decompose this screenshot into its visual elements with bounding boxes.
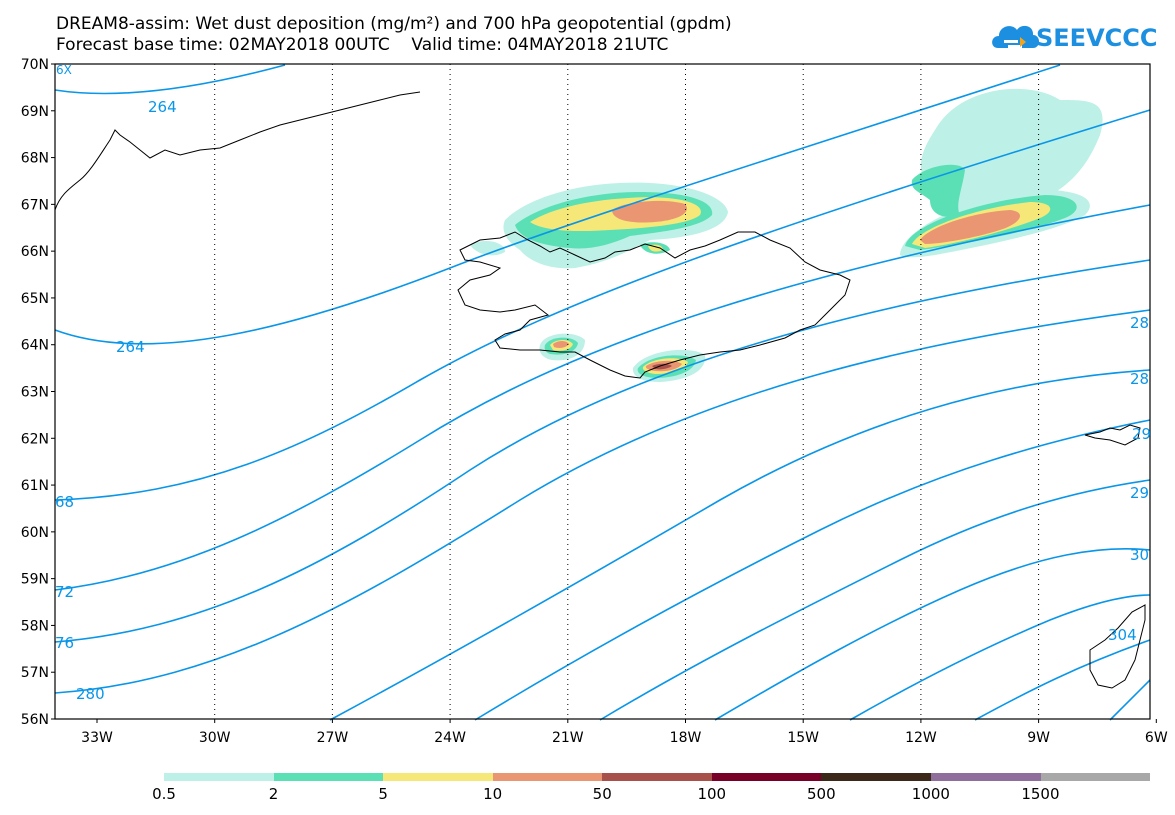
lat-label: 68N (21, 151, 49, 167)
lon-label: 6W (1145, 730, 1168, 746)
contour-label: 72 (55, 583, 74, 601)
lat-label: 63N (21, 385, 49, 401)
lat-label: 62N (21, 431, 49, 447)
lat-label: 56N (21, 712, 49, 728)
contour-labels: 264 264 68 72 76 280 28 28 29 29 30 304 … (55, 63, 1151, 703)
contour-label: 76 (55, 634, 74, 652)
dust-field-north (900, 88, 1103, 258)
legend-label: 500 (807, 785, 836, 803)
lat-label: 60N (21, 525, 49, 541)
latitude-labels: 70N 69N 68N 67N 66N 65N 64N 63N 62N 61N 60N 59N 58N 5… (21, 57, 55, 728)
lon-label: 21W (552, 730, 584, 746)
lon-label: 30W (199, 730, 231, 746)
lat-label: 59N (21, 572, 49, 588)
legend-label: 0.5 (152, 785, 176, 803)
contour-label: 304 (1108, 626, 1137, 644)
legend-swatch (164, 773, 274, 781)
logo-text: SEEVCCC (1036, 24, 1158, 52)
legend-swatch (383, 773, 493, 781)
seevccc-logo: SEEVCCC (990, 18, 1160, 58)
lat-label: 70N (21, 57, 49, 73)
legend-label: 1000 (911, 785, 950, 803)
coastline (54, 91, 1146, 689)
legend-label: 5 (378, 785, 388, 803)
lon-label: 27W (317, 730, 349, 746)
contour-label: 264 (148, 98, 177, 116)
color-legend (164, 773, 1151, 781)
lat-label: 57N (21, 665, 49, 681)
lat-label: 67N (21, 197, 49, 213)
legend-label: 100 (697, 785, 727, 803)
chart-title: DREAM8-assim: Wet dust deposition (mg/m²… (56, 14, 732, 34)
lat-label: 58N (21, 618, 49, 634)
lon-label: 9W (1027, 730, 1050, 746)
legend-label: 1500 (1021, 785, 1060, 803)
geopotential-contours (54, 64, 1151, 721)
legend-swatch (711, 773, 822, 781)
lon-label: 24W (434, 730, 466, 746)
lon-label: 33W (81, 730, 113, 746)
contour-label: 29 (1132, 425, 1151, 443)
legend-swatch (492, 773, 603, 781)
lon-label: 15W (787, 730, 819, 746)
contour-label: 6X (56, 63, 72, 77)
grid (214, 64, 1040, 719)
longitude-labels: 33W 30W 27W 24W 21W 18W 15W 12W 9W 6W (81, 719, 1168, 746)
lat-label: 65N (21, 291, 49, 307)
contour-label: 68 (55, 493, 74, 511)
lat-label: 69N (21, 104, 49, 120)
contour-label: 280 (76, 685, 105, 703)
legend-swatch (602, 773, 712, 781)
lat-label: 64N (21, 338, 49, 354)
legend-swatch (273, 773, 384, 781)
contour-label: 29 (1130, 484, 1149, 502)
lat-label: 66N (21, 244, 49, 260)
lon-label: 12W (905, 730, 937, 746)
lon-label: 18W (670, 730, 702, 746)
cloud-icon (992, 25, 1039, 48)
contour-label: 28 (1130, 370, 1149, 388)
legend-label: 10 (483, 785, 503, 803)
legend-swatch (821, 773, 931, 781)
contour-label: 30 (1130, 546, 1149, 564)
lat-label: 61N (21, 478, 49, 494)
contour-label: 28 (1130, 314, 1149, 332)
chart-subtitle: Forecast base time: 02MAY2018 00UTC Vali… (56, 35, 669, 55)
dust-field-iceland-north (470, 182, 728, 269)
contour-label: 264 (116, 338, 145, 356)
legend-swatch (930, 773, 1041, 781)
legend-label: 50 (592, 785, 612, 803)
legend-label: 2 (268, 785, 279, 803)
legend-swatch (1040, 773, 1151, 781)
